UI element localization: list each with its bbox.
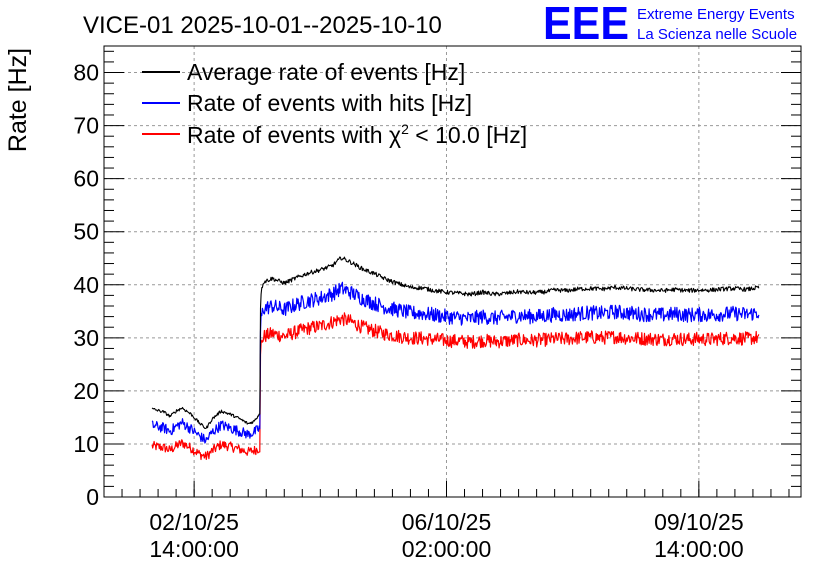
legend-label-chi2-symbol: χ	[389, 122, 401, 148]
y-axis-label: Rate [Hz]	[4, 48, 32, 152]
eee-logo: EEE Extreme Energy Events La Scienza nel…	[543, 0, 797, 49]
y-tick-label: 50	[73, 219, 99, 245]
legend-label-hits: Rate of events with hits [Hz]	[187, 90, 472, 116]
x-tick-label-date: 02/10/25	[149, 509, 239, 535]
legend-label-chi2-sup: 2	[401, 121, 409, 137]
x-tick-label-date: 06/10/25	[402, 509, 492, 535]
legend-entry-average: Average rate of events [Hz]	[142, 59, 465, 85]
series-line-hits	[151, 281, 760, 444]
legend-label-chi2-prefix: Rate of events with	[187, 122, 389, 148]
legend-entry-chi2: Rate of events with χ2 < 10.0 [Hz]	[142, 121, 527, 148]
plot-frame	[103, 45, 802, 498]
y-tick-label: 40	[73, 272, 99, 298]
legend: Average rate of events [Hz] Rate of even…	[142, 59, 527, 148]
y-tick-label: 10	[73, 431, 99, 457]
series-line-average	[151, 256, 760, 430]
logo-line-2: La Scienza nelle Scuole	[637, 26, 797, 43]
y-tick-label: 20	[73, 378, 99, 404]
x-tick-label-date: 09/10/25	[654, 509, 744, 535]
y-tick-label: 80	[73, 60, 99, 86]
chart-title: VICE-01 2025-10-01--2025-10-10	[83, 12, 442, 39]
logo-line-1: Extreme Energy Events	[637, 6, 795, 23]
legend-label-chi2: Rate of events with χ2 < 10.0 [Hz]	[187, 121, 527, 148]
y-tick-label: 0	[86, 484, 99, 510]
legend-label-average: Average rate of events [Hz]	[187, 59, 465, 85]
logo-letters: EEE	[543, 0, 629, 49]
x-tick-label-time: 02:00:00	[402, 536, 492, 562]
legend-entry-hits: Rate of events with hits [Hz]	[142, 90, 472, 116]
axis-layer: 0102030405060708002/10/2514:00:0006/10/2…	[73, 50, 801, 562]
y-tick-label: 70	[73, 113, 99, 139]
x-tick-label-time: 14:00:00	[654, 536, 744, 562]
y-tick-label: 60	[73, 166, 99, 192]
series-line-chi2	[151, 312, 760, 461]
y-tick-label: 30	[73, 325, 99, 351]
legend-label-chi2-suffix: < 10.0 [Hz]	[409, 122, 527, 148]
series-layer	[151, 256, 760, 461]
x-tick-label-time: 14:00:00	[149, 536, 239, 562]
